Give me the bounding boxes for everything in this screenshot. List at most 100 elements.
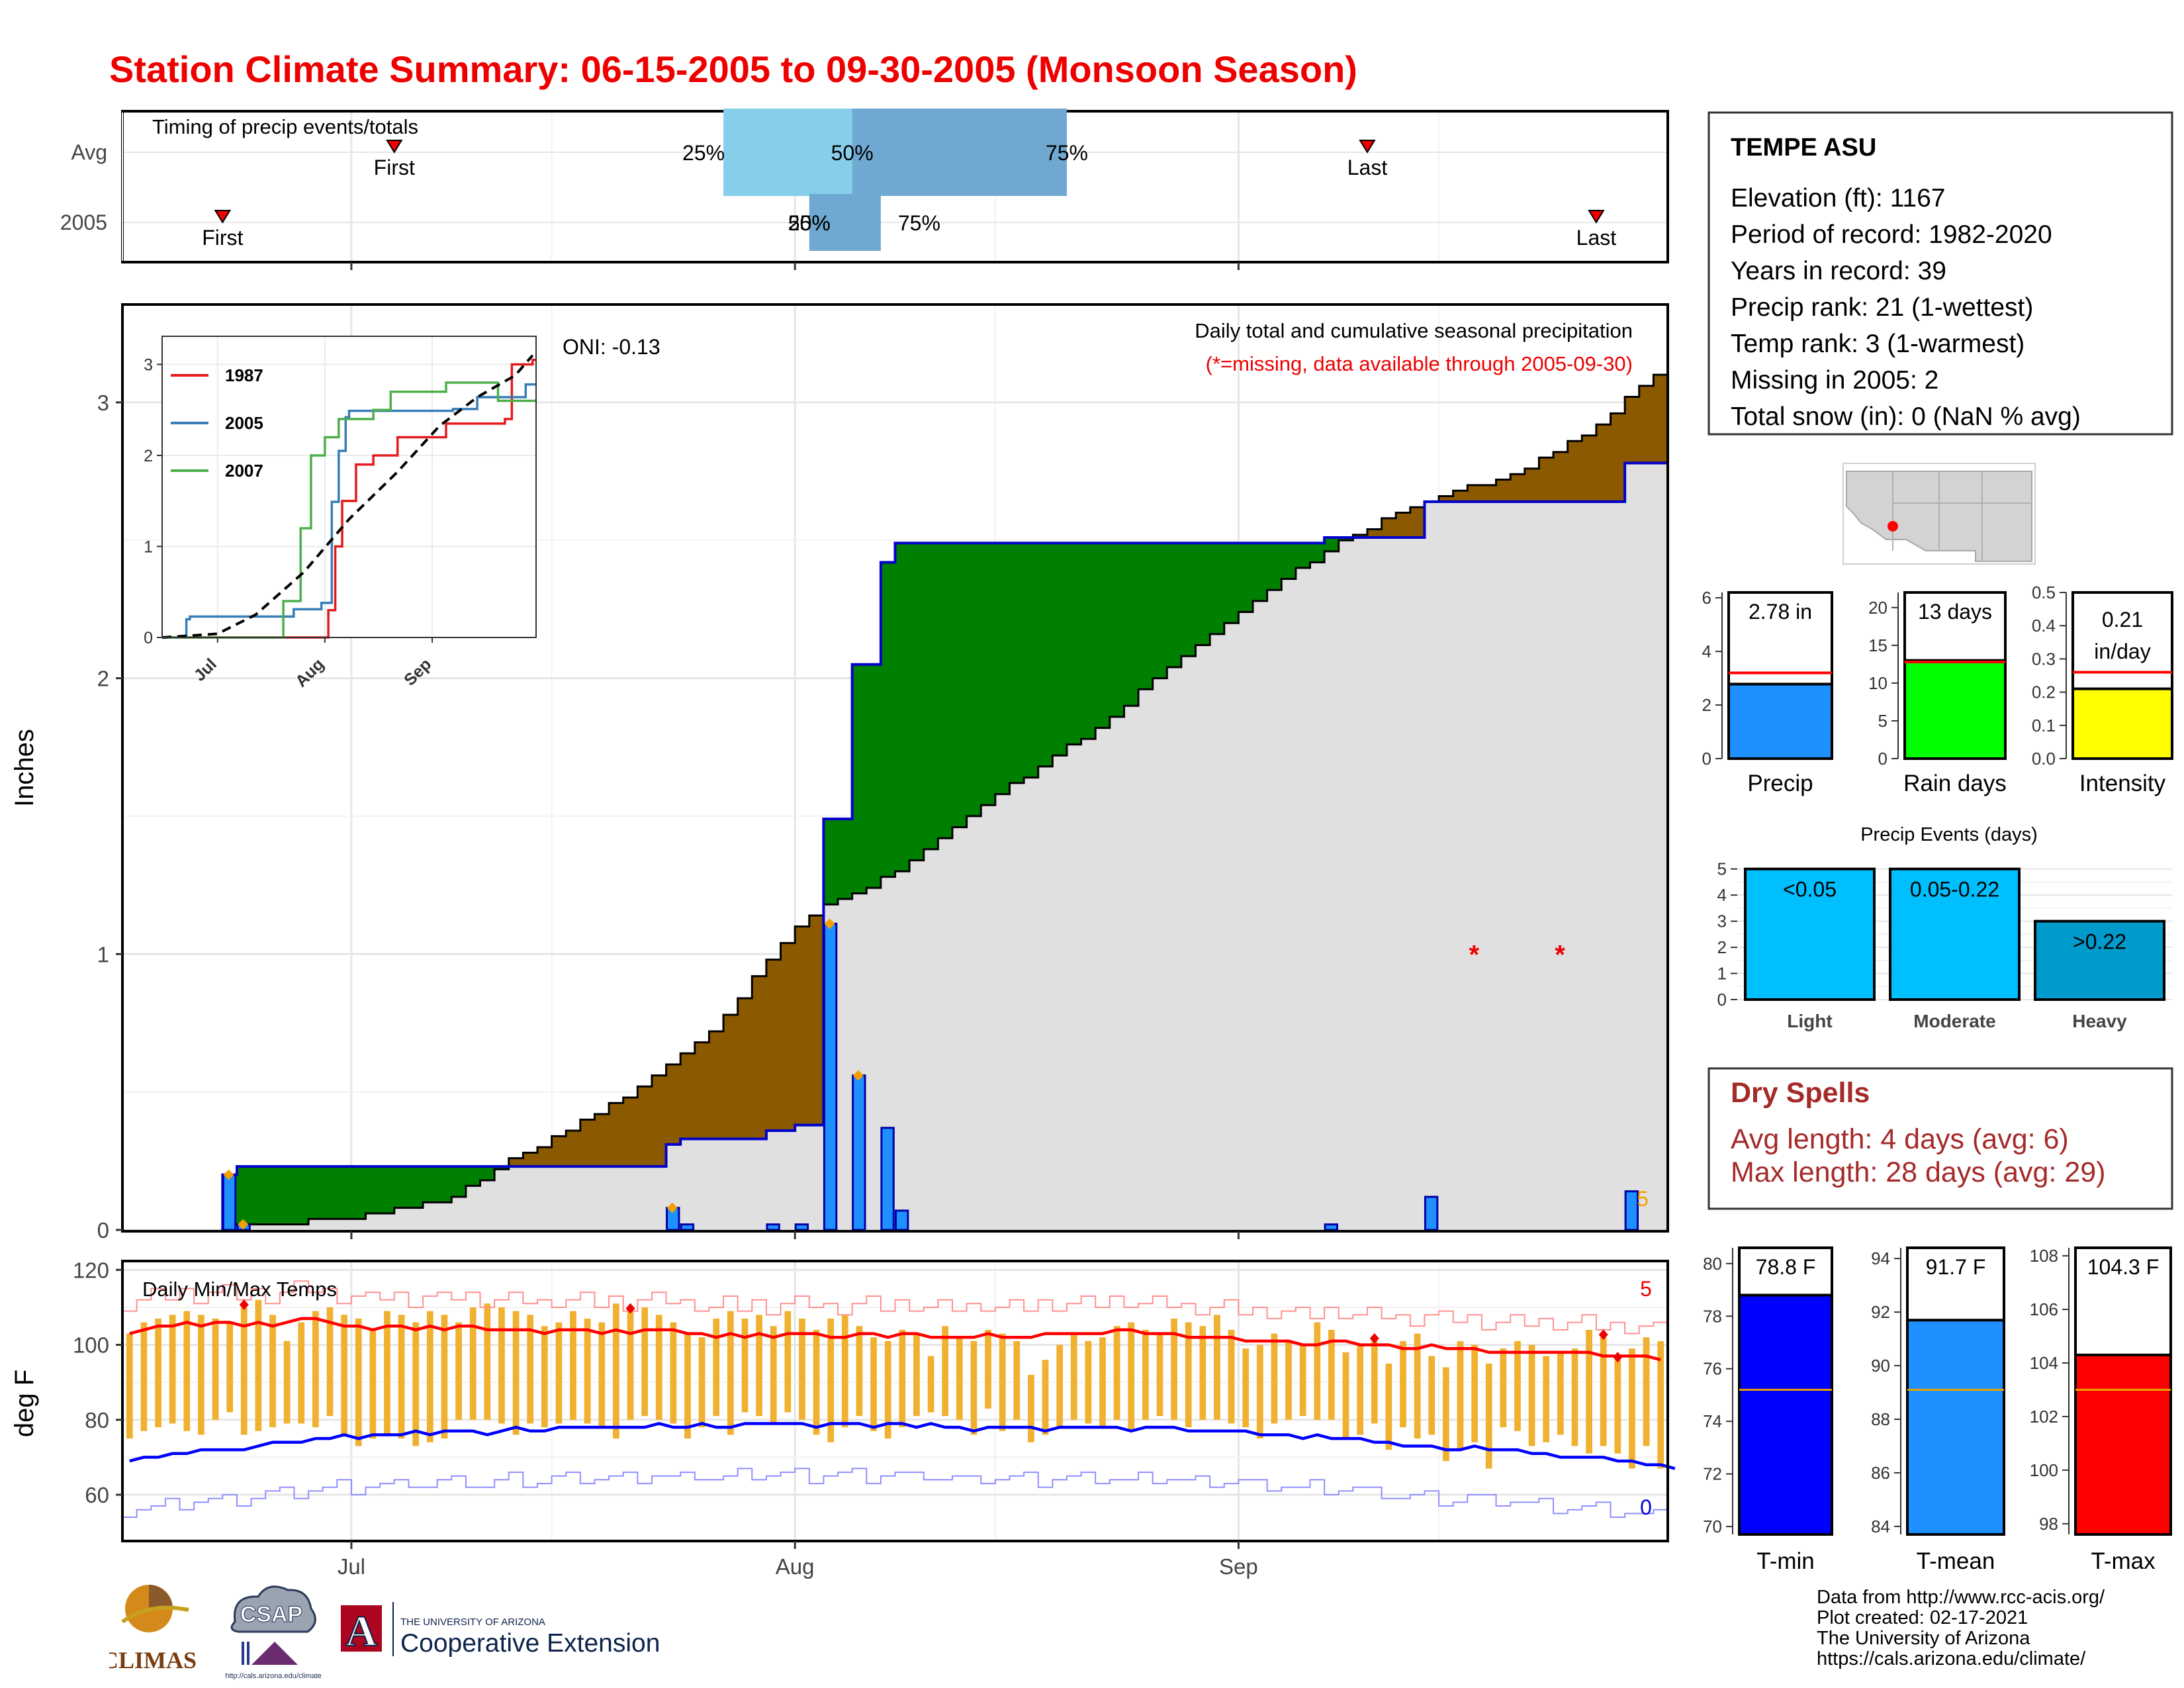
climas-wordmark: CLIMAS (109, 1647, 197, 1673)
above-average-fill (423, 1166, 438, 1203)
daily-temp-range-bar (827, 1318, 835, 1442)
daily-temp-range-bar (1113, 1326, 1120, 1420)
below-average-fill (1553, 451, 1569, 502)
daily-temp-range-bar (355, 1318, 362, 1446)
below-average-fill (580, 1119, 596, 1167)
above-average-fill (279, 1166, 295, 1225)
daily-temp-range-bar (269, 1315, 276, 1428)
precip-summary-charts: 0 2 4 6 2.78 in Precip 0 5 10 15 20 13 days Rain day… (1702, 583, 2173, 796)
above-average-fill (1038, 543, 1053, 767)
y-tick-label: 120 (73, 1258, 109, 1282)
daily-temp-range-bar (527, 1315, 534, 1424)
daily-temp-range-bar (1271, 1333, 1278, 1424)
daily-temp-range-bar (169, 1315, 176, 1424)
events-bar-label: >0.22 (2073, 930, 2126, 954)
inset-series-line-average (161, 354, 534, 639)
y-tick-label: 3 (97, 391, 109, 415)
summary-y-tick-label: 80 (1703, 1254, 1722, 1274)
daily-temp-range-bar (1357, 1344, 1364, 1435)
above-average-fill (1081, 543, 1096, 739)
y-tick-label: 100 (73, 1333, 109, 1358)
below-average-fill (1496, 479, 1511, 502)
inset-y-tick-label: 3 (144, 356, 153, 375)
daily-temp-range-bar (1042, 1360, 1049, 1435)
above-average-fill (1210, 543, 1225, 634)
summary-y-tick-label: 76 (1703, 1359, 1722, 1379)
daily-temp-range-bar (1314, 1322, 1321, 1420)
above-average-fill (308, 1166, 324, 1219)
summary-value-label: 13 days (1918, 600, 1992, 624)
inset-y-tick-label: 0 (144, 629, 153, 647)
daily-precip-bar (895, 1209, 909, 1231)
dry-spells-avg: Avg length: 4 days (avg: 6) (1731, 1123, 2069, 1155)
daily-temp-range-bar (813, 1329, 820, 1435)
events-y-tick-label: 1 (1717, 964, 1727, 984)
events-y-tick-label: 4 (1717, 885, 1727, 905)
below-average-fill (1353, 534, 1368, 538)
summary-value-bar (1906, 1319, 2005, 1536)
above-average-fill (1024, 543, 1039, 778)
above-average-fill (380, 1166, 395, 1213)
above-average-fill (838, 819, 853, 899)
events-bar-light (1744, 867, 1876, 1002)
pct-50-label: 50% (788, 211, 831, 235)
daily-temp-range-bar (226, 1322, 234, 1413)
last-marker (1588, 210, 1605, 224)
below-average-fill (1567, 441, 1582, 502)
pct-50-label: 50% (831, 141, 874, 165)
summary-y-tick-label: 98 (2039, 1514, 2058, 1534)
daily-temp-range-bar (999, 1333, 1006, 1431)
daily-temp-range-bar (1600, 1337, 1607, 1446)
missing-day-marker: * (1555, 940, 1565, 969)
daily-temp-range-bar (1414, 1333, 1421, 1439)
daily-temp-range-bar (441, 1315, 448, 1439)
x-axis-month-label: Aug (776, 1554, 815, 1579)
above-average-fill (1009, 543, 1024, 783)
q50-q75-box (852, 109, 1067, 196)
daily-temp-range-bar (455, 1322, 462, 1420)
above-average-fill (337, 1166, 352, 1219)
inset-series-line-2005 (162, 383, 536, 639)
credit-url: https://cals.arizona.edu/climate/ (1817, 1648, 2086, 1669)
summary-y-tick-label: 0.4 (2032, 616, 2056, 635)
above-average-fill (909, 543, 925, 861)
below-average-fill (666, 1064, 681, 1145)
record-low-count: 0 (1640, 1495, 1652, 1519)
daily-temp-range-bar (770, 1326, 777, 1424)
summary-y-tick-label: 0.2 (2032, 682, 2056, 702)
summary-value-bar (1727, 682, 1833, 760)
temp-panel: 60 80 100 120 Daily Min/Max Temps deg F 5 0… (10, 1258, 1676, 1579)
events-bar-label: 0.05-0.22 (1910, 878, 1999, 902)
below-average-fill (780, 943, 796, 1131)
events-category-label: Heavy (2072, 1011, 2127, 1031)
events-bar-label: <0.05 (1783, 878, 1837, 902)
summary-y-tick-label: 0 (1878, 749, 1888, 769)
daily-temp-range-bar (1528, 1344, 1535, 1446)
below-average-fill (694, 1042, 710, 1139)
events-y-tick-label: 5 (1717, 859, 1727, 879)
below-average-fill (709, 1031, 724, 1139)
events-category-label: Light (1787, 1011, 1832, 1031)
daily-temp-range-bar (498, 1307, 505, 1424)
summary-y-tick-label: 10 (1868, 673, 1888, 693)
summary-y-axis: 0 5 10 15 20 (1868, 592, 1899, 769)
summary-y-tick-label: 5 (1878, 711, 1888, 731)
above-average-fill (1310, 543, 1325, 563)
precip-panel: * * 0 1 2 3 Inches Daily total and cumulativ… (10, 303, 1669, 1243)
summary-rain-days-chart: 0 5 10 15 20 13 days Rain days (1868, 591, 2007, 796)
summary-y-axis: 0.0 0.1 0.2 0.3 0.4 0.5 (2032, 583, 2067, 769)
daily-temp-range-bar (1028, 1374, 1034, 1442)
below-average-fill (1639, 385, 1654, 463)
daily-temp-range-bar (283, 1340, 291, 1424)
daily-record-marker (666, 1202, 678, 1213)
daily-temp-range-bar (1500, 1348, 1507, 1428)
daily-temp-range-bar (312, 1311, 319, 1428)
summary-t-max-chart: 98 100 102 104 106 108 104.3 F T-max (2030, 1246, 2172, 1574)
above-average-fill (322, 1166, 338, 1219)
timing-row-2005-label: 2005 (60, 211, 107, 234)
summary-value-label: 91.7 F (1926, 1255, 1986, 1279)
summary-category-label: T-mean (1917, 1548, 1995, 1574)
above-average-fill (852, 664, 867, 894)
daily-temp-range-bar (970, 1340, 978, 1435)
